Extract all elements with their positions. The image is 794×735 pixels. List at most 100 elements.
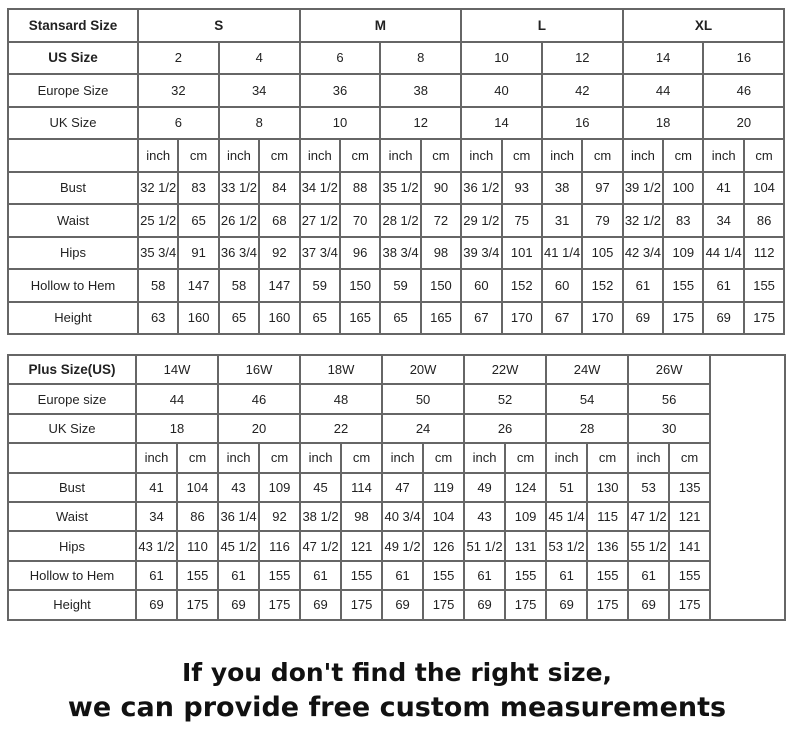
measure-value: 38 3/4: [379, 235, 422, 270]
size-group-m: M: [298, 8, 463, 43]
measure-value: 98: [419, 235, 463, 270]
plus-size-16w: 16W: [217, 353, 302, 386]
measure-value: 59: [379, 268, 422, 303]
measure-value: 47 1/2: [299, 530, 343, 562]
measure-value: 34: [135, 500, 178, 533]
measure-value: 32 1/2: [621, 203, 665, 238]
size-value: 10: [460, 40, 543, 75]
measure-value: 60: [460, 268, 503, 303]
unit-header: inch: [299, 442, 343, 474]
measure-value: 45: [299, 471, 343, 503]
custom-size-note-line2: we can provide free custom measurements: [67, 692, 727, 723]
standard-size-table: Stansard Size S M L XL US Size 2 4 6 8 10 12 14 16 Eur…: [7, 8, 786, 335]
measure-value: 175: [586, 589, 630, 621]
measure-value: 69: [135, 589, 178, 621]
measure-value: 112: [742, 235, 786, 270]
measure-value: 32 1/2: [136, 170, 180, 205]
size-value: 50: [381, 383, 466, 415]
unit-header: inch: [545, 442, 589, 474]
measure-value: 124: [504, 471, 548, 503]
measure-value: 160: [177, 300, 220, 335]
measure-value: 175: [340, 589, 384, 621]
measure-value: 175: [504, 589, 548, 621]
size-value: 40: [460, 73, 543, 108]
measure-value: 43: [463, 500, 507, 533]
unit-header: cm: [422, 442, 466, 474]
unit-header: cm: [258, 138, 301, 173]
measure-value: 26 1/2: [217, 203, 261, 238]
size-value: 44: [621, 73, 705, 108]
measure-value: 67: [540, 300, 584, 335]
measure-value: 109: [504, 500, 548, 533]
unit-header: inch: [463, 442, 507, 474]
measure-row: Waist 25 1/2 65 26 1/2 68 27 1/2 70 28 1/2 72 29 …: [7, 203, 786, 238]
plus-size-24w: 24W: [545, 353, 630, 386]
measure-value: 69: [545, 589, 589, 621]
size-group-l: L: [460, 8, 624, 43]
measure-value: 61: [381, 559, 425, 592]
measure-value: 150: [419, 268, 463, 303]
measure-label: Hollow to Hem: [7, 559, 137, 592]
measure-value: 58: [217, 268, 261, 303]
unit-header: cm: [586, 442, 630, 474]
row-label: UK Size: [7, 412, 137, 445]
size-value: 56: [627, 383, 712, 415]
measure-value: 61: [545, 559, 589, 592]
measure-value: 165: [419, 300, 463, 335]
header-label: Plus Size(US): [7, 353, 137, 386]
measure-label: Hollow to Hem: [7, 268, 139, 303]
measure-value: 69: [702, 300, 745, 335]
measure-value: 104: [742, 170, 786, 205]
unit-header: cm: [175, 442, 220, 474]
measure-value: 59: [298, 268, 341, 303]
measure-value: 31: [540, 203, 584, 238]
unit-header: inch: [298, 138, 341, 173]
measure-row: Waist 34 86 36 1/4 92 38 1/2 98 40 3/4 104 43 109 4…: [7, 500, 785, 533]
size-value: 20: [217, 412, 302, 445]
measure-value: 150: [338, 268, 382, 303]
size-value: 48: [299, 383, 384, 415]
measure-value: 72: [419, 203, 463, 238]
measure-value: 55 1/2: [627, 530, 671, 562]
unit-header: inch: [135, 442, 178, 474]
measure-value: 91: [177, 235, 220, 270]
measure-value: 53: [627, 471, 671, 503]
measure-value: 136: [586, 530, 630, 562]
measure-value: 37 3/4: [298, 235, 341, 270]
unit-header: inch: [621, 138, 665, 173]
size-value: 16: [702, 40, 786, 75]
measure-value: 69: [217, 589, 261, 621]
measure-value: 155: [175, 559, 220, 592]
measure-value: 38 1/2: [299, 500, 343, 533]
size-value: 12: [379, 105, 463, 140]
measure-value: 75: [500, 203, 543, 238]
measure-value: 53 1/2: [545, 530, 589, 562]
measure-value: 175: [742, 300, 786, 335]
measure-value: 51 1/2: [463, 530, 507, 562]
custom-size-note-line1: If you don't find the right size,: [181, 658, 613, 687]
measure-row: Height 63 160 65 160 65 165 65 165 67 170 67 170 69 17…: [7, 300, 786, 335]
size-value: 18: [621, 105, 705, 140]
measure-label: Waist: [7, 500, 137, 533]
measure-label: Hips: [7, 530, 137, 562]
size-value: 44: [134, 383, 220, 415]
measure-value: 86: [175, 500, 220, 533]
measure-label: Height: [7, 589, 137, 621]
measure-value: 126: [422, 530, 466, 562]
size-value: 6: [298, 40, 382, 75]
unit-header: inch: [217, 442, 261, 474]
measure-value: 45 1/4: [545, 500, 589, 533]
measure-value: 79: [581, 203, 624, 238]
unit-header: cm: [662, 138, 705, 173]
size-value: 14: [621, 40, 705, 75]
measure-value: 61: [627, 559, 671, 592]
size-group-s: S: [137, 8, 301, 43]
measure-value: 116: [258, 530, 302, 562]
measure-value: 155: [258, 559, 302, 592]
size-group-xl: XL: [621, 8, 786, 43]
measure-value: 36 1/4: [217, 500, 261, 533]
measure-value: 175: [422, 589, 466, 621]
measure-value: 101: [500, 235, 543, 270]
measure-value: 65: [177, 203, 220, 238]
measure-value: 33 1/2: [217, 170, 261, 205]
